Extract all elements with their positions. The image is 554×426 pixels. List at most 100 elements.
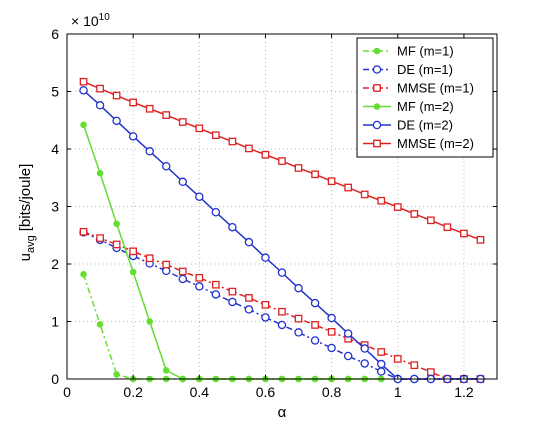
legend-swatch-marker	[373, 84, 381, 92]
data-point	[277, 320, 287, 330]
data-point	[145, 147, 154, 156]
tick-labels: 0 0.2 0.4 0.6 0.8 1 1.2 0 1 2 3 4 5 6	[51, 26, 474, 400]
data-point	[195, 273, 204, 282]
legend-label: MMSE (m=1)	[397, 81, 474, 96]
data-point	[79, 86, 88, 95]
y-tick-label: 1	[51, 314, 59, 330]
data-point	[443, 223, 452, 232]
data-point	[261, 300, 270, 309]
ticks	[66, 33, 497, 380]
data-point	[245, 144, 253, 153]
y-tick-label: 4	[51, 141, 59, 157]
data-point	[311, 170, 319, 179]
data-point	[460, 229, 468, 238]
data-point	[278, 307, 286, 316]
data-point	[195, 192, 204, 201]
data-point	[376, 359, 386, 369]
data-point	[278, 157, 286, 165]
data-point	[344, 183, 353, 192]
data-point	[228, 297, 237, 307]
data-point	[113, 220, 120, 228]
data-point	[145, 104, 154, 113]
data-point	[476, 235, 485, 244]
data-point	[426, 368, 435, 376]
data-point	[129, 98, 138, 107]
legend: MF (m=1) DE (m=1) MMSE (m=1) MF (m=2) DE (m=…	[356, 37, 494, 158]
legend-label: DE (m=1)	[397, 62, 453, 77]
data-point	[244, 237, 254, 247]
data-point	[294, 164, 303, 172]
legend-swatch-marker	[372, 65, 382, 74]
x-tick-label: 1	[394, 384, 402, 400]
x-tick-label: 0.6	[256, 384, 276, 400]
y-axis-label-subscript: avg	[25, 235, 37, 253]
data-point	[244, 305, 254, 314]
data-point	[343, 351, 353, 361]
data-point	[178, 177, 188, 187]
data-point	[112, 240, 121, 249]
data-point	[277, 268, 287, 277]
data-point	[96, 84, 104, 93]
data-point	[195, 124, 204, 133]
data-point	[112, 91, 121, 100]
data-point	[80, 121, 87, 129]
data-point	[96, 321, 104, 328]
data-point	[162, 367, 170, 374]
data-point	[377, 348, 386, 356]
data-point	[195, 282, 204, 291]
y-exponent-power: 10	[99, 12, 111, 23]
legend-box	[356, 37, 494, 158]
data-point	[211, 290, 221, 299]
data-point	[311, 321, 319, 329]
x-tick-label: 0	[63, 384, 71, 400]
data-point	[343, 329, 353, 338]
data-point	[410, 210, 419, 218]
data-point	[327, 343, 336, 353]
legend-label: MF (m=2)	[397, 99, 454, 114]
series-2	[79, 227, 485, 383]
data-point	[178, 118, 187, 126]
data-point	[228, 137, 237, 146]
legend-label: MF (m=1)	[397, 44, 454, 59]
data-point	[426, 216, 435, 225]
data-point	[161, 161, 171, 171]
legend-swatch-marker	[373, 103, 381, 110]
legend-item: DE (m=2)	[363, 118, 453, 133]
series-5	[79, 77, 485, 244]
legend-item: MF (m=2)	[363, 99, 454, 114]
y-exponent-label: × 1010	[71, 12, 110, 29]
data-point	[80, 271, 87, 278]
legend-swatch-marker	[373, 139, 381, 148]
legend-item: MMSE (m=2)	[363, 136, 474, 151]
data-point	[79, 227, 88, 236]
data-point	[327, 313, 336, 323]
data-point	[228, 222, 237, 232]
data-point	[96, 169, 104, 177]
data-point	[95, 101, 105, 110]
data-point	[294, 283, 303, 293]
y-axis-label: uavg [bits/joule]	[17, 164, 37, 262]
data-point	[294, 328, 303, 337]
data-point	[128, 132, 138, 141]
legend-swatch-marker	[373, 47, 381, 55]
data-point	[178, 274, 188, 284]
data-point	[245, 294, 253, 302]
legend-label: MMSE (m=2)	[397, 136, 474, 151]
data-point	[377, 196, 386, 205]
data-point	[360, 359, 369, 368]
data-point	[162, 260, 171, 269]
data-point	[310, 336, 320, 345]
x-tick-label: 0.8	[322, 384, 342, 400]
data-point	[178, 267, 187, 276]
x-axis-label: α	[278, 404, 287, 421]
x-tick-label: 1.2	[454, 384, 474, 400]
data-point	[211, 131, 220, 140]
data-point	[310, 298, 320, 308]
data-point	[261, 313, 270, 322]
y-tick-label: 0	[51, 371, 59, 387]
data-point	[79, 77, 88, 86]
x-tick-label: 0.2	[123, 384, 143, 400]
data-point	[410, 361, 419, 370]
y-tick-label: 2	[51, 256, 59, 272]
